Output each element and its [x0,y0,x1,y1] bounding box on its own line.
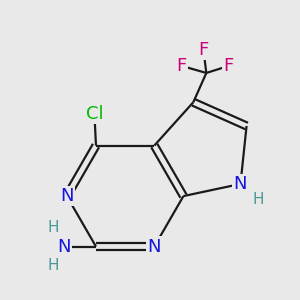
Text: H: H [48,220,59,236]
Text: H: H [48,258,59,273]
Text: Cl: Cl [85,105,103,123]
Text: N: N [60,187,74,205]
Text: F: F [224,57,234,75]
Text: F: F [177,57,187,75]
Text: F: F [198,40,208,58]
Text: H: H [252,192,264,207]
Text: N: N [148,238,161,256]
Text: N: N [234,175,247,193]
Text: N: N [57,238,71,256]
